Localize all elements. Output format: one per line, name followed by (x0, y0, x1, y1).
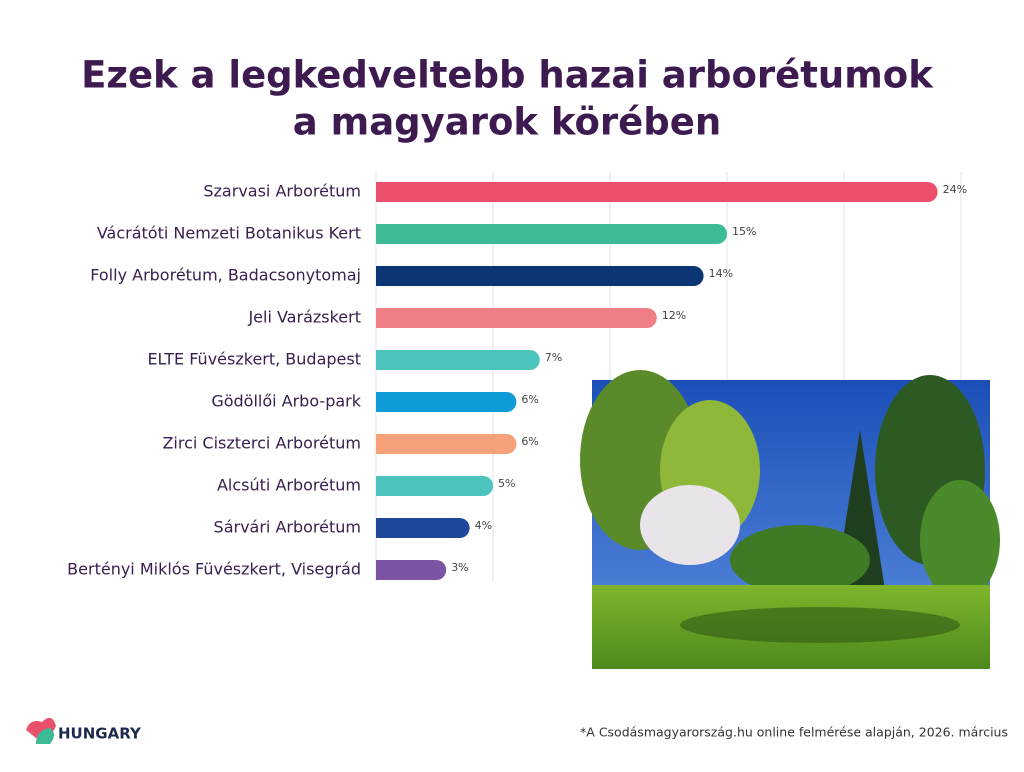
bar (376, 434, 517, 454)
logo-text: HUNGARY (58, 725, 142, 743)
value-label: 4% (475, 519, 492, 532)
bar (376, 266, 704, 286)
category-label: Gödöllői Arbo-park (211, 392, 361, 411)
category-label: Alcsúti Arborétum (217, 476, 361, 495)
value-label: 14% (709, 267, 733, 280)
category-label: Jeli Varázskert (247, 308, 361, 327)
chart-title: Ezek a legkedveltebb hazai arborétumok (81, 54, 934, 97)
bar (376, 224, 727, 244)
bar (376, 476, 493, 496)
category-label: Bertényi Miklós Füvészkert, Visegrád (67, 560, 361, 579)
category-label: Vácrátóti Nemzeti Botanikus Kert (97, 224, 361, 243)
bar (376, 392, 517, 412)
value-label: 7% (545, 351, 562, 364)
chart-title: a magyarok körében (293, 101, 721, 144)
category-label: ELTE Füvészkert, Budapest (147, 350, 361, 369)
value-label: 15% (732, 225, 756, 238)
logo: HUNGARY (26, 717, 142, 744)
photo (580, 370, 1000, 669)
value-label: 12% (662, 309, 686, 322)
bars: Szarvasi Arborétum 24% Vácrátóti Nemzeti B… (67, 182, 967, 580)
footnote: *A Csodásmagyarország.hu online felmérés… (580, 725, 1008, 740)
category-label: Folly Arborétum, Badacsonytomaj (90, 266, 361, 285)
category-label: Sárvári Arborétum (214, 518, 361, 537)
bar (376, 182, 938, 202)
bar (376, 518, 470, 538)
category-label: Zirci Ciszterci Arborétum (162, 434, 361, 453)
bar (376, 350, 540, 370)
value-label: 6% (521, 435, 538, 448)
value-label: 3% (451, 561, 468, 574)
category-label: Szarvasi Arborétum (203, 182, 361, 201)
value-label: 24% (943, 183, 967, 196)
value-label: 5% (498, 477, 515, 490)
bar (376, 308, 657, 328)
value-label: 6% (521, 393, 538, 406)
bar (376, 560, 447, 580)
